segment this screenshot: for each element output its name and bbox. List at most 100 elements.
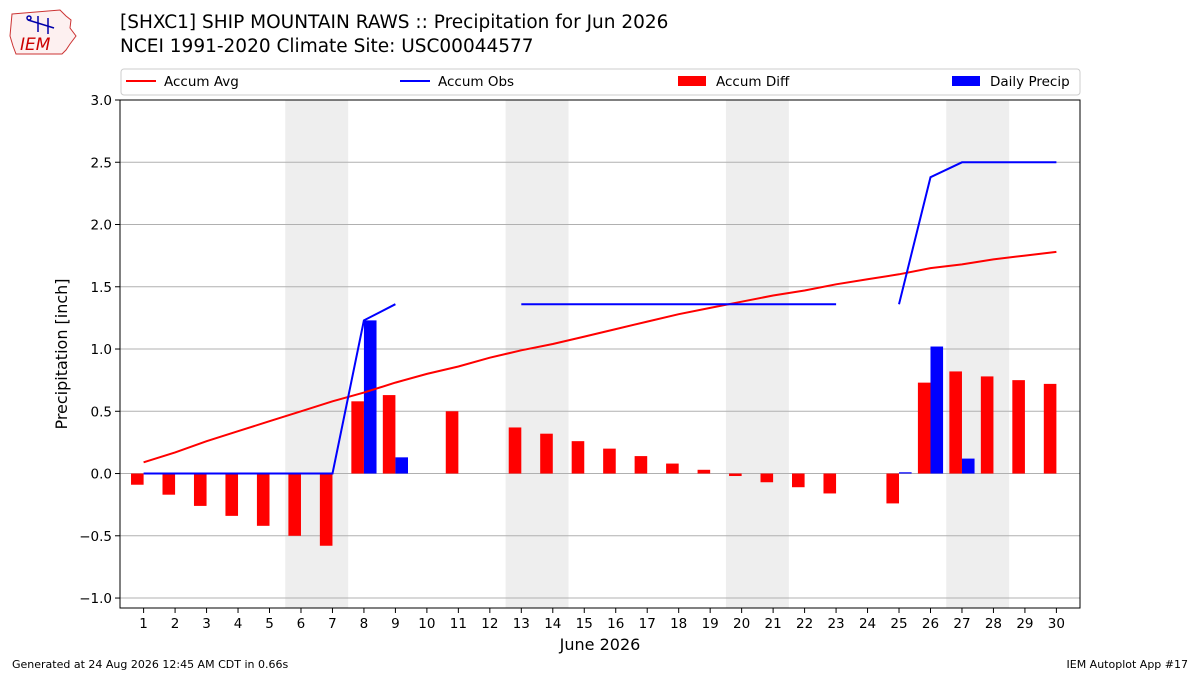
y-tick-label: −0.5 xyxy=(79,529,112,545)
accum-diff-bar xyxy=(1043,383,1057,474)
accum-diff-bar xyxy=(980,376,994,474)
legend-label: Accum Obs xyxy=(438,74,514,90)
logo-text: IEM xyxy=(20,35,51,55)
chart-subtitle: NCEI 1991-2020 Climate Site: USC00044577 xyxy=(120,36,534,57)
daily-precip-bar xyxy=(899,472,912,474)
line-series xyxy=(143,161,1057,475)
x-tick-label: 13 xyxy=(513,616,530,632)
iowa-state-outline xyxy=(9,9,77,55)
y-axis-label: Precipitation [inch] xyxy=(52,278,71,429)
x-tick-label: 8 xyxy=(360,616,369,632)
bar-series xyxy=(131,320,1057,546)
y-tick-label: 1.5 xyxy=(91,280,112,296)
x-tick-label: 6 xyxy=(297,616,306,632)
x-tick-label: 3 xyxy=(202,616,211,632)
legend-label: Accum Avg xyxy=(164,74,239,90)
x-tick-label: 22 xyxy=(796,616,813,632)
y-tick-label: 0.5 xyxy=(91,404,112,420)
weekend-shading xyxy=(285,100,1010,608)
x-tick-label: 24 xyxy=(859,616,876,632)
accum-diff-bar xyxy=(571,441,585,474)
x-tick-label: 21 xyxy=(765,616,782,632)
chart-title: [SHXC1] SHIP MOUNTAIN RAWS :: Precipitat… xyxy=(120,12,669,33)
y-tick-label: 3.0 xyxy=(91,93,112,109)
accum-avg-line xyxy=(143,250,1057,464)
y-tick-label: −1.0 xyxy=(79,591,112,607)
app-label: IEM Autoplot App #17 xyxy=(1066,658,1189,671)
x-axis-label: June 2026 xyxy=(559,635,641,654)
x-tick-label: 17 xyxy=(639,616,656,632)
accum-diff-bar xyxy=(288,473,301,536)
x-tick-label: 19 xyxy=(702,616,719,632)
accum-diff-bar xyxy=(697,469,711,474)
y-tick-label: 2.0 xyxy=(91,218,112,234)
x-tick-label: 14 xyxy=(544,616,561,632)
x-tick-label: 2 xyxy=(171,616,180,632)
y-tick-label: 1.0 xyxy=(91,342,112,358)
daily-precip-bar xyxy=(395,457,408,474)
x-tick-label: 4 xyxy=(234,616,243,632)
x-tick-label: 10 xyxy=(418,616,435,632)
x-tick-label: 5 xyxy=(265,616,274,632)
x-tick-label: 20 xyxy=(733,616,750,632)
x-tick-label: 28 xyxy=(985,616,1002,632)
legend-box xyxy=(120,68,1081,96)
x-tick-label: 27 xyxy=(953,616,970,632)
accum-diff-bar xyxy=(949,371,962,474)
accum-diff-bar xyxy=(351,401,364,474)
x-tick-label: 12 xyxy=(481,616,498,632)
accum-obs-line xyxy=(143,161,1057,475)
accum-diff-bar xyxy=(382,395,396,474)
accum-diff-bar xyxy=(508,427,522,474)
accum-diff-bar xyxy=(603,448,616,474)
daily-precip-bar xyxy=(961,458,975,474)
weekend-band xyxy=(725,100,789,608)
x-tick-label: 1 xyxy=(139,616,148,632)
x-tick-label: 30 xyxy=(1048,616,1065,632)
accum-diff-bar xyxy=(666,463,679,474)
accum-diff-bar xyxy=(319,473,333,546)
iem-logo: IEM xyxy=(9,9,77,55)
accum-diff-bar xyxy=(445,411,459,474)
x-tick-label: 18 xyxy=(670,616,687,632)
weather-station-icon xyxy=(26,15,55,34)
daily-precip-bar xyxy=(363,320,377,474)
accum-diff-bar xyxy=(193,473,207,506)
legend-swatch xyxy=(678,76,706,86)
accum-diff-bar xyxy=(792,473,805,488)
plot-frame xyxy=(119,99,1081,609)
legend-label: Accum Diff xyxy=(716,74,790,90)
x-tick-label: 9 xyxy=(391,616,400,632)
x-tick-label: 16 xyxy=(607,616,624,632)
accum-diff-bar xyxy=(886,473,900,504)
accum-diff-bar xyxy=(917,382,931,474)
y-axis: −1.0 −0.5 0.0 0.5 1.0 1.5 2.0 2.5 3.0 xyxy=(79,93,120,607)
accum-diff-bar xyxy=(256,473,270,526)
x-tick-label: 11 xyxy=(450,616,467,632)
accum-diff-bar xyxy=(823,473,837,494)
accum-diff-bar xyxy=(634,456,648,474)
x-axis: 1 2 3 4 5 6 7 8 9 10 11 12 13 14 15 16 17 18 19 20 21 22 23 24 2… xyxy=(139,608,1065,632)
legend: Accum Avg Accum Obs Accum Diff Daily Precip xyxy=(120,68,1081,96)
x-tick-label: 7 xyxy=(328,616,337,632)
x-tick-label: 25 xyxy=(890,616,907,632)
accum-diff-bar xyxy=(729,473,742,477)
y-tick-label: 2.5 xyxy=(91,155,112,171)
accum-diff-bar xyxy=(162,473,176,495)
generated-timestamp: Generated at 24 Aug 2026 12:45 AM CDT in… xyxy=(12,658,289,671)
accum-diff-bar xyxy=(540,433,553,474)
x-tick-label: 23 xyxy=(827,616,844,632)
daily-precip-bar xyxy=(930,346,944,474)
accum-diff-bar xyxy=(225,473,239,516)
y-tick-label: 0.0 xyxy=(91,467,112,483)
x-tick-label: 29 xyxy=(1016,616,1033,632)
legend-label: Daily Precip xyxy=(990,74,1070,90)
legend-swatch xyxy=(952,76,980,86)
accum-diff-bar xyxy=(1012,380,1025,474)
x-tick-label: 26 xyxy=(922,616,939,632)
accum-diff-bar xyxy=(131,473,144,485)
weekend-band xyxy=(946,100,1010,608)
accum-diff-bar xyxy=(760,473,774,483)
weekend-band xyxy=(505,100,569,608)
